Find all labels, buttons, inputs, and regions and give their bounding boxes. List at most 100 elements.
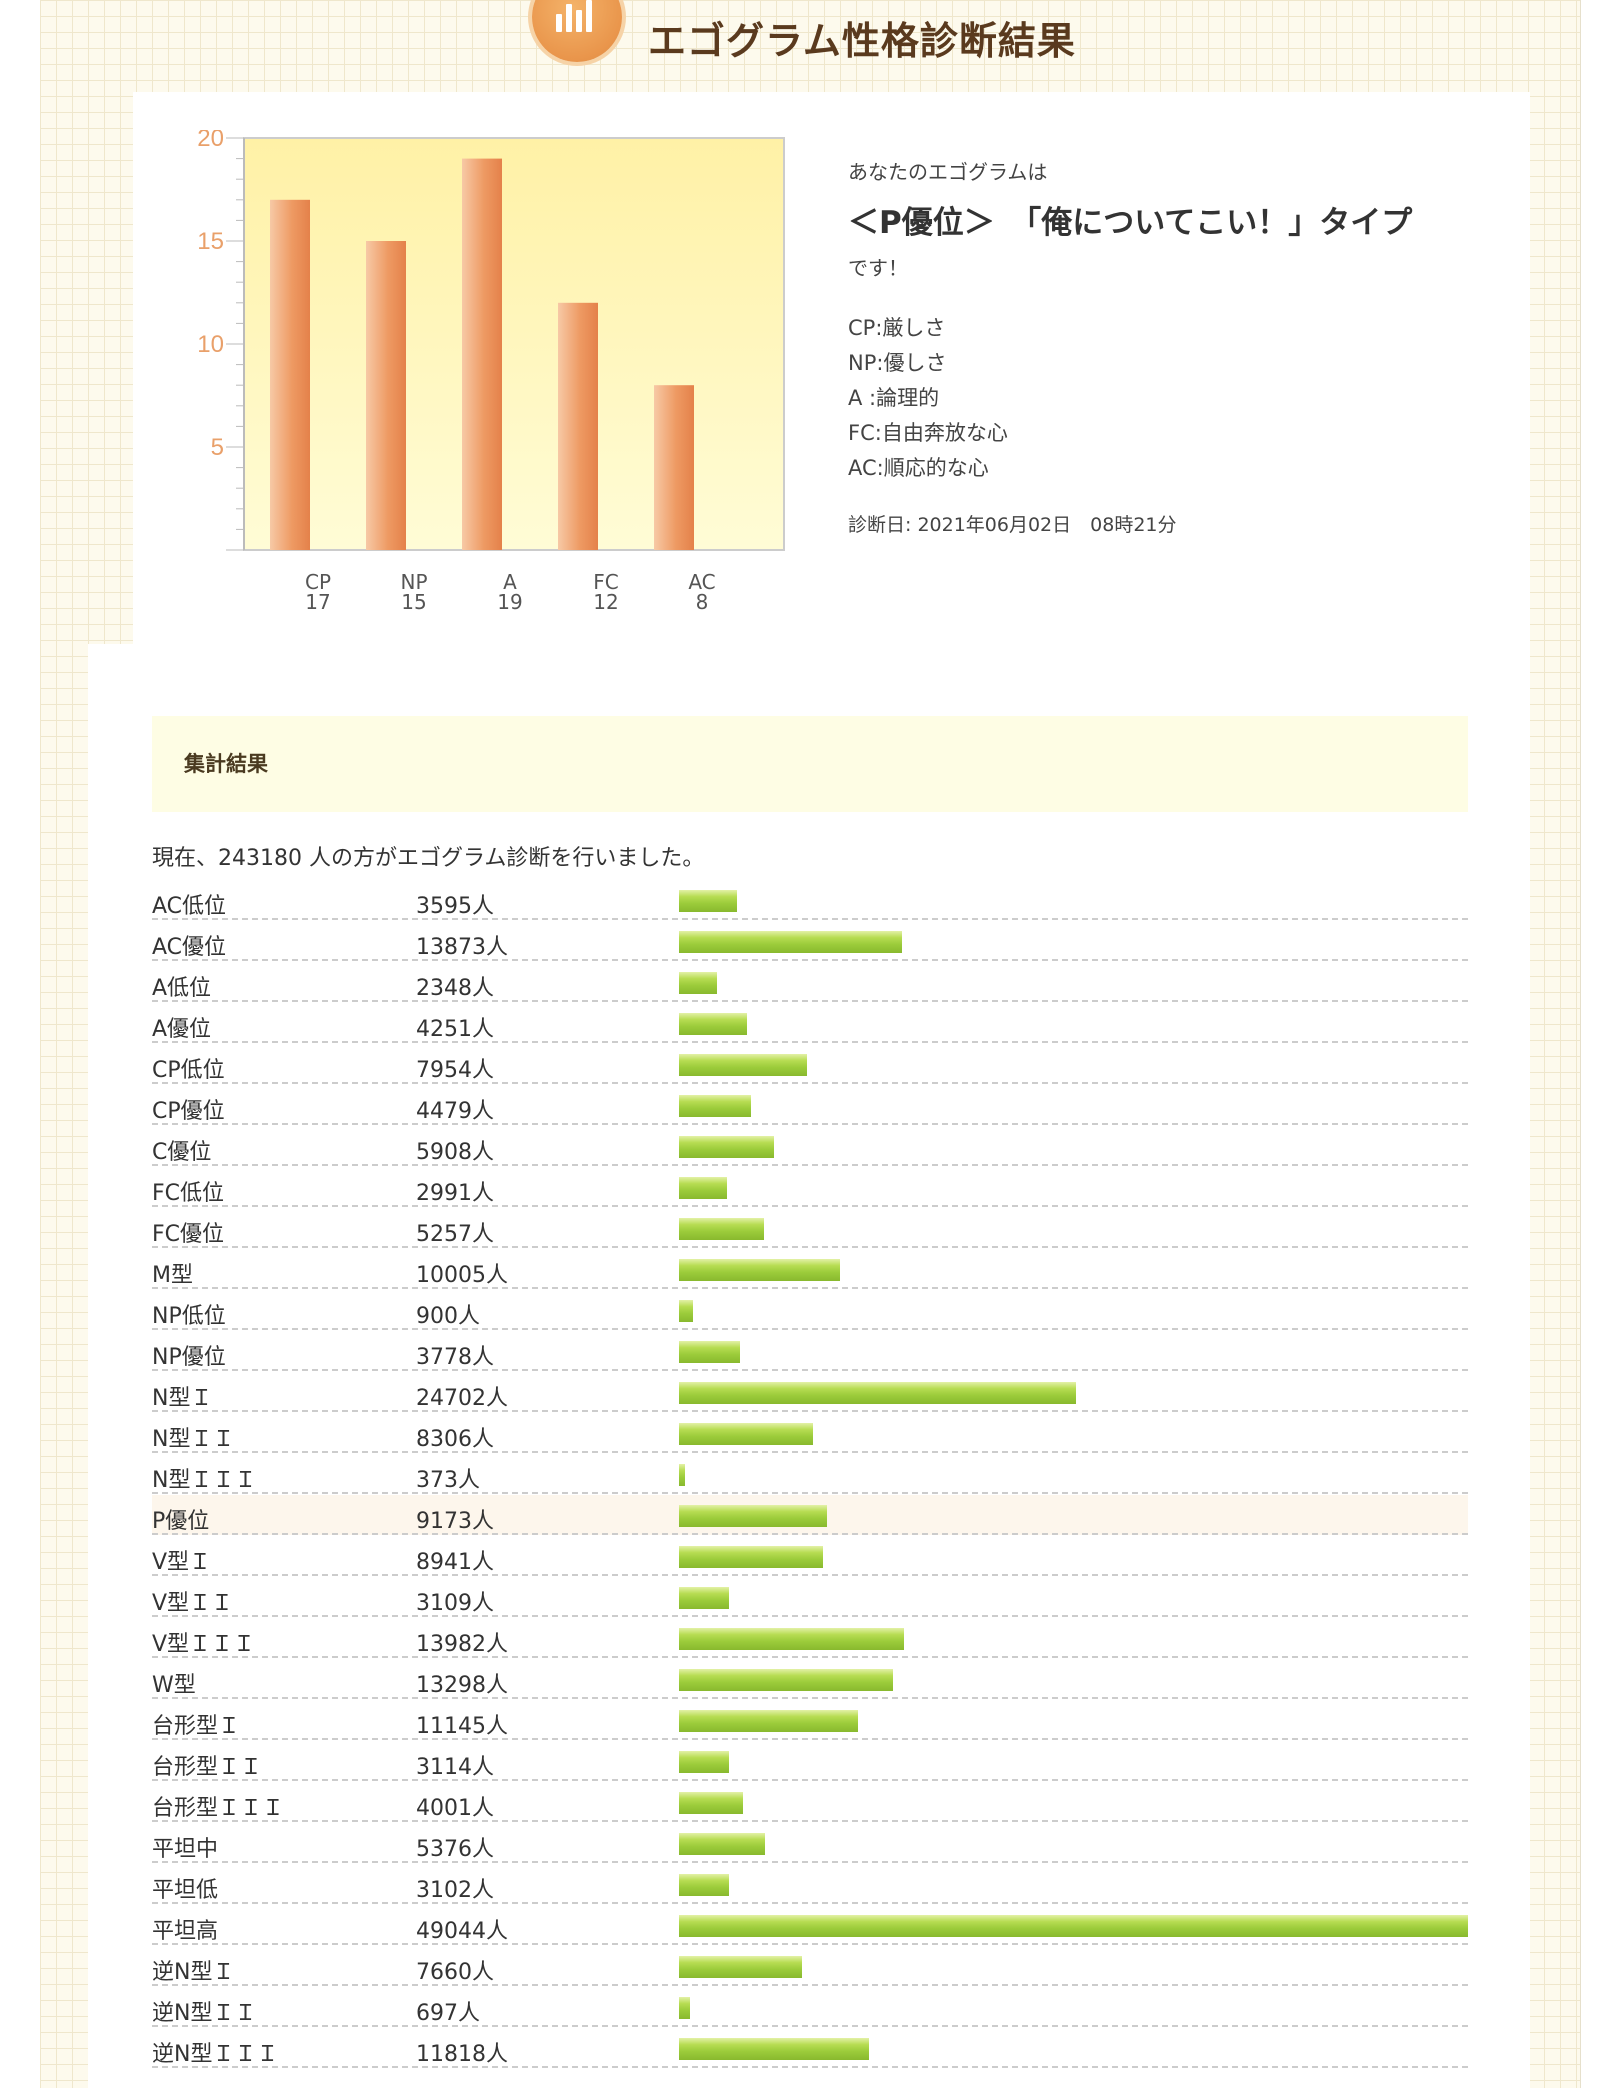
stat-name: 平坦高 — [152, 1919, 219, 1944]
bar-a — [462, 158, 502, 550]
stat-bar — [679, 1218, 764, 1240]
stat-count: 3114人 — [416, 1755, 494, 1780]
stat-bar-track — [679, 1054, 1468, 1076]
stat-bar-track — [679, 2038, 1468, 2060]
stat-count: 5257人 — [416, 1222, 494, 1247]
stat-bar — [679, 1300, 693, 1322]
table-row: NP優位 3778人 — [152, 1331, 1468, 1371]
x-tick-label: FC — [593, 570, 619, 594]
result-outro: です！ — [848, 256, 908, 280]
table-row: AC低位 3595人 — [152, 880, 1468, 920]
stat-count: 697人 — [416, 2001, 480, 2026]
stat-name: V型Ｉ — [152, 1550, 212, 1575]
stat-name: A優位 — [152, 1017, 212, 1042]
stat-count: 373人 — [416, 1468, 480, 1493]
stat-name: 平坦低 — [152, 1878, 219, 1903]
stat-count: 49044人 — [416, 1919, 508, 1944]
stat-bar — [679, 931, 902, 953]
stats-table: AC低位 3595人 AC優位 13873人 A低位 2348人 A優位 4251人 CP低位 7… — [152, 880, 1468, 2069]
stat-bar-track — [679, 1341, 1468, 1363]
table-row: CP低位 7954人 — [152, 1044, 1468, 1084]
stat-bar-track — [679, 1136, 1468, 1158]
stat-count: 5908人 — [416, 1140, 494, 1165]
summary-header: 集計結果 — [152, 716, 1468, 812]
stat-count: 9173人 — [416, 1509, 494, 1534]
legend-item-np: NP:優しさ — [848, 351, 947, 375]
stat-count: 2991人 — [416, 1181, 494, 1206]
bar-ac — [654, 385, 694, 550]
stat-name: 台形型Ｉ — [152, 1714, 241, 1739]
stat-bar — [679, 1054, 807, 1076]
stat-bar-track — [679, 1382, 1468, 1404]
table-row: C優位 5908人 — [152, 1126, 1468, 1166]
stat-name: 台形型ＩＩＩ — [152, 1796, 285, 1821]
stat-bar — [679, 972, 717, 994]
stat-bar — [679, 1669, 893, 1691]
x-label-np: NP 15 — [379, 572, 449, 612]
stat-bar — [679, 1505, 827, 1527]
stat-count: 10005人 — [416, 1263, 508, 1288]
stat-count: 11818人 — [416, 2042, 508, 2067]
stat-count: 8941人 — [416, 1550, 494, 1575]
x-value-label: 17 — [305, 590, 331, 614]
stat-count: 4479人 — [416, 1099, 494, 1124]
stat-name: V型ＩＩ — [152, 1591, 234, 1616]
table-row: P優位 9173人 — [152, 1495, 1468, 1535]
x-label-a: A 19 — [475, 572, 545, 612]
table-row: W型 13298人 — [152, 1659, 1468, 1699]
diagnosis-date: 診断日: 2021年06月02日 08時21分 — [848, 514, 1177, 536]
stat-name: P優位 — [152, 1509, 210, 1534]
stat-count: 4251人 — [416, 1017, 494, 1042]
stat-name: A低位 — [152, 976, 212, 1001]
stat-bar-track — [679, 1997, 1468, 2019]
result-type: ＜P優位＞ 「俺についてこい！」タイプ — [848, 205, 1413, 241]
stat-bar-track — [679, 1095, 1468, 1117]
stat-name: N型ＩＩ — [152, 1427, 235, 1452]
result-info: あなたのエゴグラムは ＜P優位＞ 「俺についてこい！」タイプ です！ CP:厳し… — [848, 156, 1548, 537]
stat-bar-track — [679, 1587, 1468, 1609]
stat-bar-track — [679, 931, 1468, 953]
stat-name: M型 — [152, 1263, 193, 1288]
stat-count: 13298人 — [416, 1673, 508, 1698]
stat-bar — [679, 1751, 729, 1773]
x-label-fc: FC 12 — [571, 572, 641, 612]
x-tick-label: A — [503, 570, 517, 594]
stat-count: 7660人 — [416, 1960, 494, 1985]
stat-name: FC低位 — [152, 1181, 225, 1206]
table-row: N型ＩＩ 8306人 — [152, 1413, 1468, 1453]
stat-bar-track — [679, 1259, 1468, 1281]
stat-bar — [679, 1956, 802, 1978]
stat-name: N型ＩＩＩ — [152, 1468, 257, 1493]
stat-bar-track — [679, 1546, 1468, 1568]
stat-bar-track — [679, 1464, 1468, 1486]
stat-bar — [679, 890, 737, 912]
stat-bar — [679, 1833, 765, 1855]
table-row: AC優位 13873人 — [152, 921, 1468, 961]
x-value-label: 8 — [695, 590, 709, 614]
stat-bar — [679, 1710, 858, 1732]
y-tick-label: 5 — [211, 434, 224, 461]
table-row: FC低位 2991人 — [152, 1167, 1468, 1207]
stat-name: 平坦中 — [152, 1837, 219, 1862]
stat-bar-track — [679, 890, 1468, 912]
table-row: 逆N型ＩＩ 697人 — [152, 1987, 1468, 2027]
stat-bar — [679, 1997, 690, 2019]
table-row: A低位 2348人 — [152, 962, 1468, 1002]
x-label-cp: CP 17 — [283, 572, 353, 612]
stat-bar-track — [679, 1915, 1468, 1937]
stat-bar — [679, 1464, 685, 1486]
stat-count: 3778人 — [416, 1345, 494, 1370]
stat-bar-track — [679, 1218, 1468, 1240]
table-row: 台形型Ｉ 11145人 — [152, 1700, 1468, 1740]
legend-item-fc: FC:自由奔放な心 — [848, 421, 1008, 445]
table-row: 平坦中 5376人 — [152, 1823, 1468, 1863]
stat-bar-track — [679, 1710, 1468, 1732]
table-row: NP低位 900人 — [152, 1290, 1468, 1330]
x-tick-label: AC — [688, 570, 716, 594]
stat-count: 5376人 — [416, 1837, 494, 1862]
stat-count: 8306人 — [416, 1427, 494, 1452]
bar-cp — [270, 199, 310, 551]
stat-bar-track — [679, 1833, 1468, 1855]
stat-count: 24702人 — [416, 1386, 508, 1411]
stat-count: 3102人 — [416, 1878, 494, 1903]
